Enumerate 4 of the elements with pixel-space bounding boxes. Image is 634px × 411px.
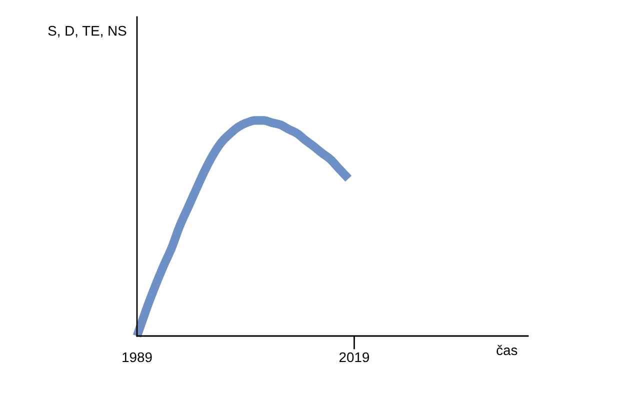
- x-axis-title: čas: [496, 344, 518, 356]
- x-tick-label: 1989: [122, 352, 152, 362]
- text: S, D, TE, NS: [48, 26, 126, 38]
- x-tick-label: 2019: [339, 352, 370, 362]
